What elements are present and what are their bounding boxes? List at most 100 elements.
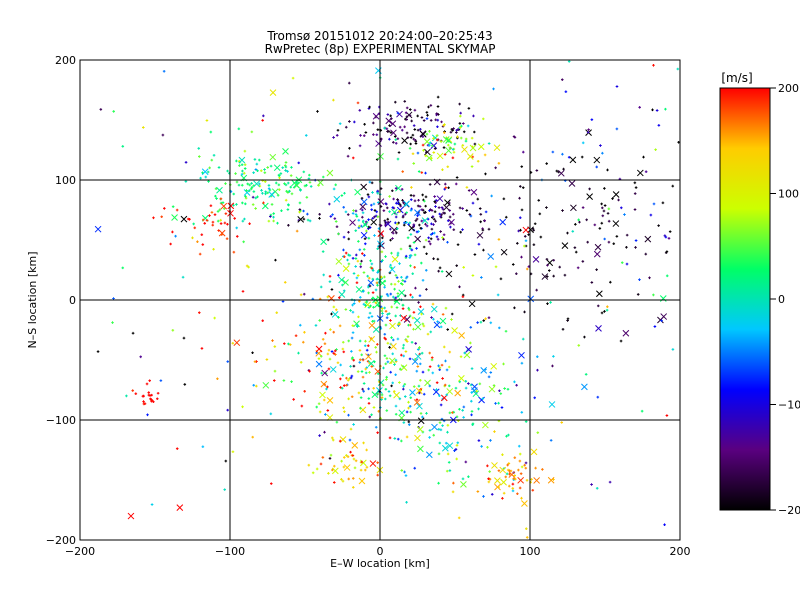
velocity-marker bbox=[269, 215, 272, 218]
velocity-marker bbox=[261, 191, 264, 195]
velocity-marker bbox=[96, 350, 100, 353]
velocity-marker bbox=[520, 411, 524, 414]
velocity-marker bbox=[619, 339, 623, 343]
velocity-marker bbox=[446, 430, 449, 434]
velocity-marker bbox=[470, 391, 474, 394]
velocity-marker bbox=[533, 396, 537, 400]
velocity-marker bbox=[291, 76, 295, 80]
velocity-marker bbox=[376, 392, 380, 396]
velocity-marker bbox=[404, 350, 408, 353]
velocity-marker bbox=[577, 344, 581, 347]
velocity-marker bbox=[403, 221, 406, 225]
velocity-marker bbox=[308, 369, 311, 373]
scatter-points bbox=[94, 60, 680, 539]
velocity-marker bbox=[477, 242, 481, 246]
velocity-marker bbox=[455, 264, 459, 267]
velocity-marker bbox=[462, 266, 465, 269]
velocity-marker bbox=[358, 248, 362, 252]
velocity-marker bbox=[354, 209, 358, 213]
velocity-marker bbox=[326, 238, 330, 242]
velocity-marker-large bbox=[329, 366, 337, 373]
velocity-marker bbox=[254, 196, 258, 200]
velocity-marker bbox=[351, 156, 355, 160]
velocity-marker bbox=[577, 218, 580, 222]
velocity-marker bbox=[464, 379, 468, 383]
velocity-marker bbox=[405, 340, 409, 343]
velocity-marker bbox=[318, 217, 321, 220]
velocity-marker bbox=[504, 215, 508, 219]
velocity-marker bbox=[412, 225, 415, 228]
velocity-marker bbox=[511, 482, 515, 486]
velocity-marker bbox=[467, 107, 471, 110]
velocity-marker bbox=[421, 322, 425, 326]
velocity-marker bbox=[564, 90, 568, 93]
velocity-marker bbox=[361, 358, 365, 362]
velocity-marker bbox=[401, 307, 405, 310]
velocity-marker bbox=[644, 170, 648, 174]
velocity-marker bbox=[266, 166, 270, 169]
velocity-marker bbox=[451, 129, 454, 132]
velocity-marker bbox=[351, 212, 355, 215]
velocity-marker-large bbox=[326, 169, 334, 177]
velocity-marker bbox=[246, 182, 249, 186]
velocity-marker bbox=[490, 493, 494, 496]
velocity-marker bbox=[549, 301, 552, 304]
velocity-marker bbox=[487, 316, 491, 320]
velocity-marker bbox=[623, 213, 626, 216]
velocity-marker bbox=[489, 439, 492, 442]
velocity-marker bbox=[388, 137, 391, 141]
velocity-marker bbox=[364, 304, 367, 307]
velocity-marker bbox=[163, 207, 166, 210]
velocity-marker bbox=[505, 434, 508, 438]
velocity-marker-large bbox=[359, 203, 367, 211]
velocity-marker bbox=[248, 222, 251, 225]
velocity-marker-large bbox=[390, 342, 397, 350]
velocity-marker-large bbox=[377, 153, 384, 160]
velocity-marker bbox=[305, 183, 308, 187]
velocity-marker bbox=[171, 205, 175, 208]
velocity-marker-large bbox=[385, 117, 393, 125]
velocity-marker bbox=[263, 171, 267, 174]
velocity-marker bbox=[359, 468, 363, 472]
velocity-marker bbox=[427, 236, 430, 240]
velocity-marker bbox=[149, 397, 152, 401]
velocity-marker bbox=[255, 384, 258, 388]
velocity-marker bbox=[455, 176, 459, 179]
velocity-marker bbox=[419, 412, 423, 415]
velocity-marker bbox=[364, 371, 368, 375]
velocity-marker bbox=[436, 118, 440, 122]
velocity-marker bbox=[365, 229, 368, 233]
velocity-marker bbox=[409, 198, 413, 201]
velocity-marker bbox=[470, 413, 473, 417]
velocity-marker bbox=[435, 134, 439, 137]
velocity-marker bbox=[341, 479, 345, 483]
velocity-marker bbox=[450, 318, 453, 321]
velocity-marker bbox=[354, 459, 358, 463]
velocity-marker bbox=[390, 384, 393, 388]
velocity-marker bbox=[323, 342, 327, 346]
velocity-marker bbox=[370, 266, 374, 270]
velocity-marker-large bbox=[176, 504, 184, 511]
velocity-marker bbox=[389, 292, 393, 296]
velocity-marker bbox=[416, 348, 420, 351]
velocity-marker bbox=[328, 275, 332, 278]
velocity-marker bbox=[552, 274, 555, 278]
velocity-marker bbox=[461, 207, 464, 210]
velocity-marker-large bbox=[425, 451, 433, 459]
velocity-marker bbox=[507, 462, 511, 465]
colorbar-tick-label: −100 bbox=[778, 399, 800, 412]
velocity-marker bbox=[600, 221, 604, 225]
velocity-marker bbox=[416, 128, 420, 132]
velocity-marker bbox=[394, 412, 398, 416]
velocity-marker bbox=[287, 203, 290, 207]
velocity-marker bbox=[461, 295, 465, 299]
velocity-marker bbox=[306, 212, 309, 216]
velocity-marker bbox=[184, 180, 188, 183]
velocity-marker bbox=[420, 261, 423, 265]
velocity-marker bbox=[411, 272, 415, 275]
velocity-marker bbox=[473, 142, 477, 146]
velocity-marker bbox=[400, 469, 404, 472]
velocity-marker bbox=[368, 371, 371, 374]
velocity-marker bbox=[445, 368, 449, 372]
velocity-marker bbox=[360, 196, 364, 200]
